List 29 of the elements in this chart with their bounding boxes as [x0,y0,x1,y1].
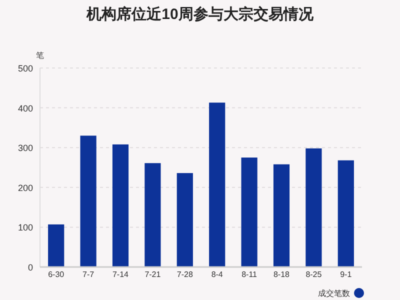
x-tick-label: 8-25 [306,270,322,279]
bar [176,173,193,267]
x-tick-label: 9-1 [340,270,352,279]
chart-title: 机构席位近10周参与大宗交易情况 [86,5,314,23]
bar [80,136,96,267]
x-tick-label: 7-21 [144,270,162,279]
x-tick-label: 8-18 [273,270,290,279]
y-tick-label: 0 [28,262,33,272]
x-tick-label: 8-4 [211,270,224,279]
x-tick-label: 8-11 [242,270,258,279]
legend-label: 成交笔数 [318,289,350,298]
y-axis-title: 笔 [36,51,44,60]
bar [273,164,290,267]
bar [48,224,64,267]
bar [306,148,322,267]
y-tick-label: 200 [18,182,33,193]
bar [209,102,226,267]
y-tick-label: 400 [18,103,33,114]
bar [144,163,161,267]
y-tick-label: 500 [18,64,33,74]
x-tick-label: 7-7 [82,270,95,279]
y-tick-label: 100 [18,222,33,233]
bar [338,160,354,267]
x-tick-label: 6-30 [48,270,65,279]
y-tick-label: 300 [18,143,33,154]
bar [241,158,258,267]
x-tick-label: 7-14 [112,270,130,279]
bar [112,144,129,267]
x-tick-label: 7-28 [176,270,194,279]
